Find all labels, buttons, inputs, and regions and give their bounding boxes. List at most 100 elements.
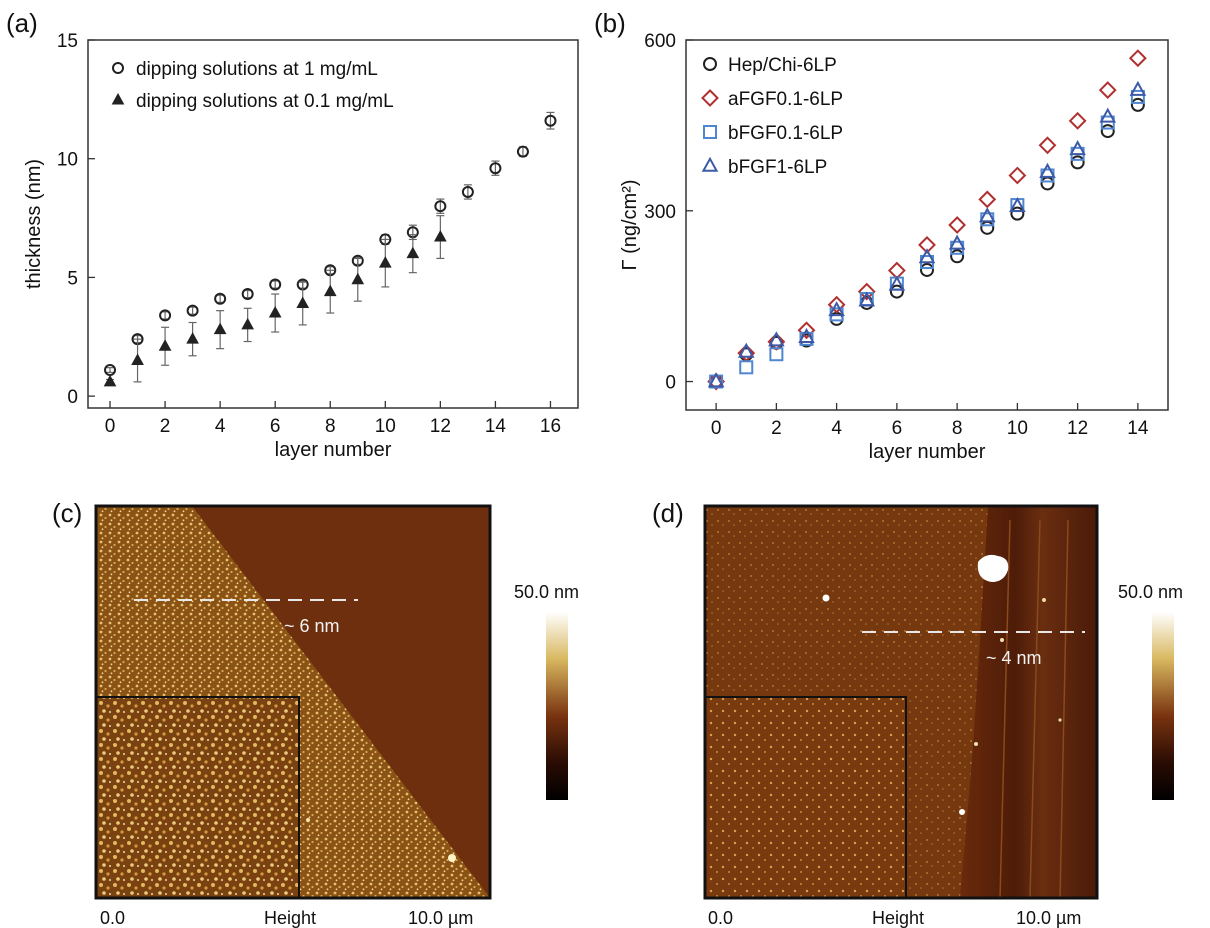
data-point bbox=[857, 282, 876, 301]
chart-b: 0 2 4 6 8 10 12 14 0 300 600 layer number Γ (ng/cm²)… bbox=[619, 31, 1169, 463]
data-point bbox=[103, 374, 117, 387]
data-point bbox=[1129, 80, 1147, 96]
legend-label: aFGF0.1-6LP bbox=[728, 89, 843, 110]
data-point bbox=[950, 249, 965, 264]
data-point bbox=[918, 236, 936, 254]
data-point bbox=[1070, 155, 1085, 170]
height-scale-bar-d bbox=[1152, 612, 1174, 800]
y-tick-label: 15 bbox=[57, 31, 78, 52]
legend-marker bbox=[703, 125, 717, 139]
data-point bbox=[920, 262, 934, 277]
y-axis-label: Γ (ng/cm²) bbox=[619, 179, 641, 270]
y-axis-label: thickness (nm) bbox=[23, 159, 45, 289]
data-point bbox=[707, 372, 725, 388]
data-point bbox=[296, 296, 310, 309]
afm-image-d bbox=[703, 504, 1099, 900]
data-point bbox=[269, 278, 282, 291]
plot-frame bbox=[87, 39, 579, 409]
x-tick-label: 2 bbox=[771, 418, 782, 439]
legend-label: Hep/Chi-6LP bbox=[728, 55, 837, 76]
legend-marker bbox=[112, 62, 124, 74]
y-tick-label: 10 bbox=[57, 150, 78, 171]
panel-letter-b: (b) bbox=[594, 8, 626, 38]
chart-a: 0 2 4 6 8 10 12 14 16 0 5 10 15 layer number thickness… bbox=[23, 31, 579, 461]
data-point bbox=[461, 185, 474, 198]
data-point bbox=[516, 145, 529, 158]
data-point bbox=[434, 200, 447, 213]
data-point bbox=[1098, 81, 1117, 100]
data-point bbox=[351, 272, 365, 285]
afm-footer-start-d: 0.0 bbox=[708, 908, 733, 928]
data-point bbox=[1130, 89, 1145, 104]
data-point bbox=[241, 288, 254, 301]
legend-label: dipping solutions at 1 mg/mL bbox=[136, 59, 378, 80]
data-point bbox=[1038, 136, 1057, 155]
plot-frame bbox=[685, 39, 1169, 411]
y-tick-label: 300 bbox=[644, 202, 676, 223]
data-point bbox=[858, 291, 876, 307]
data-point bbox=[214, 292, 227, 305]
data-point bbox=[918, 248, 936, 264]
panel-letter-c: (c) bbox=[52, 498, 82, 528]
x-tick-label: 8 bbox=[952, 418, 963, 439]
x-tick-label: 12 bbox=[1067, 418, 1088, 439]
data-point bbox=[323, 284, 337, 297]
data-point bbox=[1010, 206, 1025, 221]
data-point bbox=[1099, 107, 1117, 123]
data-point bbox=[1009, 196, 1026, 213]
step-height-label-d: ~ 4 nm bbox=[986, 648, 1042, 668]
data-point bbox=[1100, 124, 1115, 139]
legend-label: dipping solutions at 0.1 mg/mL bbox=[136, 91, 394, 112]
data-point bbox=[1130, 97, 1145, 112]
x-tick-label: 14 bbox=[1127, 418, 1149, 439]
x-tick-label: 6 bbox=[270, 416, 281, 437]
data-point bbox=[1128, 49, 1147, 68]
series-0 bbox=[104, 111, 557, 377]
scale-max-label-c: 50.0 nm bbox=[514, 582, 579, 602]
legend-marker bbox=[111, 92, 125, 105]
y-tick-label: 0 bbox=[67, 387, 78, 408]
afm-footer-start-c: 0.0 bbox=[100, 908, 125, 928]
data-point bbox=[213, 322, 227, 335]
x-tick-label: 14 bbox=[485, 416, 507, 437]
series-3 bbox=[707, 80, 1147, 388]
legend-label: bFGF1-6LP bbox=[728, 157, 827, 178]
data-point bbox=[768, 331, 785, 347]
data-point bbox=[739, 360, 754, 375]
y-tick-label: 0 bbox=[665, 373, 676, 394]
data-point bbox=[544, 114, 557, 127]
data-point bbox=[434, 230, 447, 242]
afm-image-c bbox=[94, 504, 492, 900]
afm-footer-end-c: 10.0 µm bbox=[408, 908, 473, 928]
panel-letter-d: (d) bbox=[652, 498, 684, 528]
data-point bbox=[769, 347, 784, 362]
height-scale-bar-c bbox=[546, 612, 568, 800]
x-tick-label: 0 bbox=[105, 416, 116, 437]
data-point bbox=[797, 321, 816, 340]
x-tick-label: 2 bbox=[160, 416, 171, 437]
data-point bbox=[158, 339, 172, 351]
data-point bbox=[798, 327, 815, 343]
x-axis-label: layer number bbox=[275, 439, 392, 461]
data-point bbox=[1040, 176, 1055, 191]
x-tick-label: 8 bbox=[325, 416, 336, 437]
data-point bbox=[186, 304, 199, 317]
y-tick-label: 600 bbox=[644, 31, 676, 52]
panel-letter-a: (a) bbox=[6, 8, 38, 38]
legend-marker bbox=[701, 89, 719, 107]
x-tick-label: 10 bbox=[375, 416, 396, 437]
legend-marker bbox=[703, 57, 717, 71]
data-point bbox=[978, 190, 997, 209]
scale-max-label-d: 50.0 nm bbox=[1118, 582, 1183, 602]
data-point bbox=[889, 284, 904, 299]
data-point bbox=[1039, 162, 1056, 178]
data-point bbox=[1069, 140, 1086, 156]
series-1 bbox=[707, 49, 1147, 391]
x-tick-label: 10 bbox=[1007, 418, 1028, 439]
data-point bbox=[241, 317, 255, 330]
data-point bbox=[1068, 111, 1087, 130]
data-point bbox=[406, 246, 420, 259]
data-point bbox=[980, 220, 995, 235]
x-tick-label: 16 bbox=[540, 416, 561, 437]
